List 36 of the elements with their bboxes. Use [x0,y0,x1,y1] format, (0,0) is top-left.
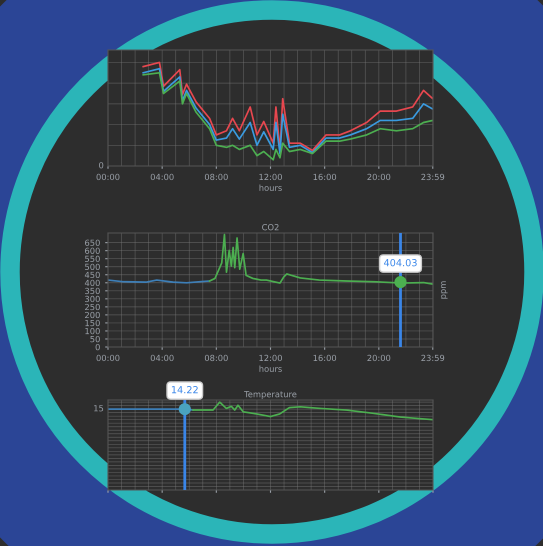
x-axis-title: hours [260,184,282,191]
y-tick-label: 200 [85,312,100,318]
x-tick-label: 16:00 [314,354,336,362]
annotation: 404.03 [384,259,417,266]
y-tick-label: 400 [84,280,100,286]
annotation: 14.22 [172,386,198,394]
y-tick-label: 600 [85,248,100,254]
y-tick-label: 150 [85,320,100,326]
x-tick-label: 23:59 [421,174,444,180]
chart-title: Temperature [244,391,296,399]
y-tick-label: 550 [85,256,100,262]
y-tick-label: 500 [85,264,100,270]
y-tick-label: 300 [85,296,100,302]
x-tick-label: 00:00 [96,354,120,362]
x-tick-label: 04:00 [150,354,174,362]
y-tick-label: 250 [85,304,100,310]
y-tick-label: 650 [85,240,100,246]
y-tick-label: 350 [85,288,100,294]
x-tick-label: 23:59 [421,354,444,362]
x-tick-label: 12:00 [259,174,282,180]
text: 15 [94,405,104,412]
x-tick-label: 20:00 [367,174,390,180]
x-tick-label: 08:00 [204,174,228,180]
y-tick-label: 450 [84,272,100,278]
x-tick-label: 08:00 [204,354,228,362]
x-tick-label: 20:00 [367,354,390,362]
x-tick-label: 12:00 [259,354,282,362]
x-tick-label: 00:00 [96,174,120,180]
y-tick-label: 50 [90,336,100,342]
y2-axis-title: ppm [441,281,448,299]
chart-title: CO2 [262,224,279,230]
y-tick-label: 0 [96,344,100,350]
x-axis-title: hours [260,365,282,372]
x-tick-label: 04:00 [150,174,174,180]
y-tick-label: 100 [85,328,100,334]
x-tick-label: 16:00 [314,174,336,180]
